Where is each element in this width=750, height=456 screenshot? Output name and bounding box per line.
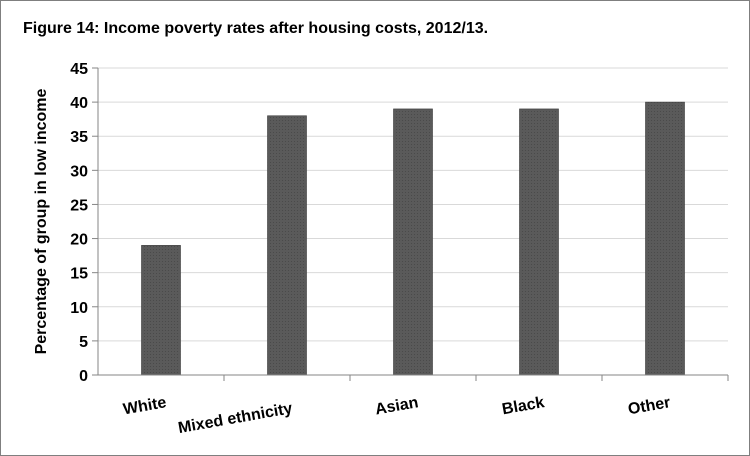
x-category-labels: White Mixed ethnicity Asian Black Other [122,394,672,437]
y-tick-label: 25 [70,197,88,214]
y-tick-labels: 0 5 10 15 20 25 30 35 40 45 [70,61,88,385]
bar-black [519,108,559,376]
x-category-label: Other [627,394,672,418]
y-tick-label: 5 [79,334,88,351]
x-category-label: White [122,394,168,418]
y-tick-label: 35 [70,129,88,146]
y-axis-label: Percentage of group in low income [33,88,50,354]
y-tick-label: 15 [70,266,88,283]
bar-other [645,101,685,376]
x-category-label: Asian [374,394,420,418]
axes [92,67,729,381]
x-category-label: Mixed ethnicity [177,400,294,437]
y-tick-label: 40 [70,95,88,112]
bar-asian [393,108,433,376]
bar-white [141,245,181,376]
y-tick-label: 0 [79,368,88,385]
chart-title: Figure 14: Income poverty rates after ho… [23,20,489,37]
bar-mixed-ethnicity [267,115,307,376]
y-tick-label: 20 [70,232,88,249]
y-tick-label: 30 [70,163,88,180]
y-tick-label: 10 [70,300,88,317]
y-tick-label: 45 [70,61,88,78]
bars [141,101,685,376]
x-category-label: Black [501,394,546,418]
